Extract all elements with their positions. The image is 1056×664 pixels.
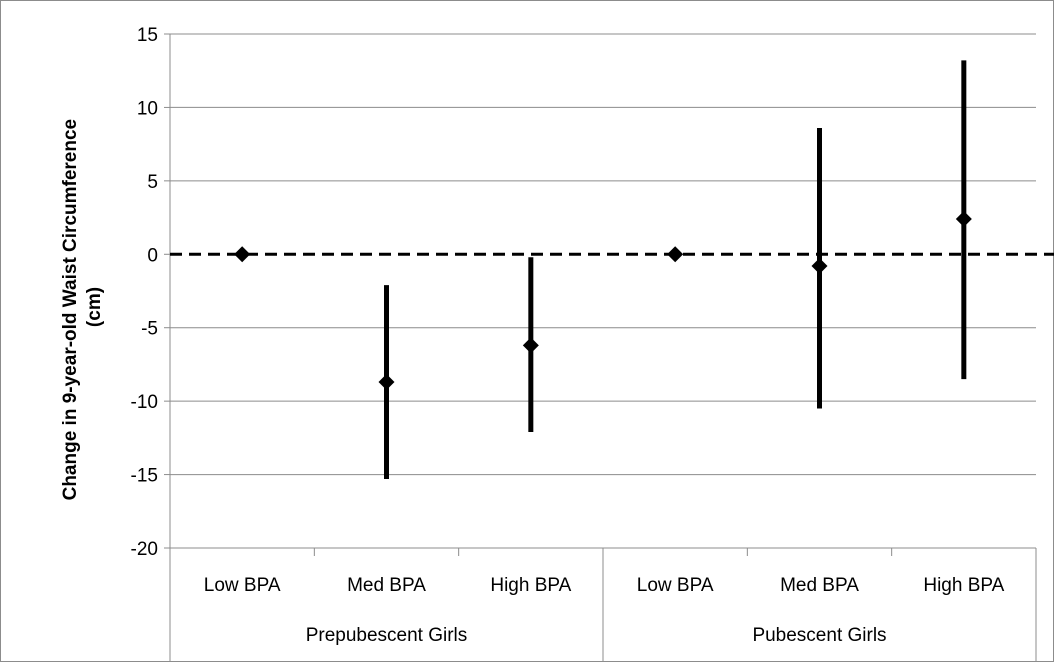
y-tick-label: 10 <box>137 98 158 119</box>
x-group-label: Prepubescent Girls <box>306 625 468 646</box>
data-point-marker <box>667 246 684 263</box>
y-tick-labels: 15 10 5 0 -5 -10 -15 -20 <box>131 25 158 560</box>
x-category-label: Low BPA <box>637 575 714 596</box>
data-point-marker <box>522 337 539 354</box>
x-category-label: High BPA <box>923 575 1004 596</box>
gridlines <box>170 33 1036 549</box>
y-tick-label: -5 <box>141 319 158 340</box>
y-tick-label: -15 <box>131 466 158 487</box>
data-point-marker <box>378 374 395 391</box>
x-group-label: Pubescent Girls <box>752 625 886 646</box>
data-point-marker <box>234 246 251 263</box>
y-tick-label: -20 <box>131 539 158 560</box>
y-tick-label: -10 <box>131 392 158 413</box>
x-category-label: Med BPA <box>780 575 859 596</box>
y-axis-title-line-1: Change in 9-year-old Waist Circumference <box>60 119 81 501</box>
y-axis-title: Change in 9-year-old Waist Circumference… <box>60 114 105 501</box>
error-bars <box>384 60 967 479</box>
axes <box>164 33 1037 662</box>
data-points <box>234 211 972 391</box>
x-category-label: High BPA <box>490 575 571 596</box>
x-category-label: Med BPA <box>347 575 426 596</box>
y-tick-label: 0 <box>147 245 158 266</box>
y-tick-label: 15 <box>137 25 158 46</box>
data-point-marker <box>955 211 972 228</box>
y-tick-label: 5 <box>147 172 158 193</box>
data-point-marker <box>811 258 828 275</box>
x-category-labels: Low BPA Med BPA High BPA Low BPA Med BPA High… <box>204 575 1005 646</box>
x-category-label: Low BPA <box>204 575 281 596</box>
y-axis-title-line-2: (cm) <box>84 287 105 327</box>
